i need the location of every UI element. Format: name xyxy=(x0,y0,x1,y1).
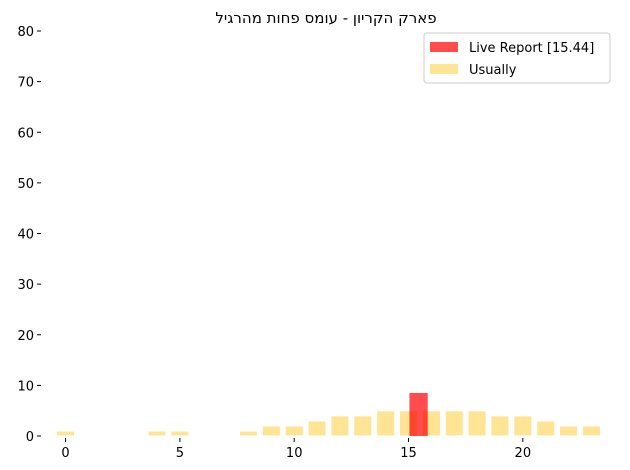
x-tick-label: 15 xyxy=(400,446,417,461)
legend-box xyxy=(423,32,611,84)
bar-usually xyxy=(55,430,76,437)
legend: Live Report [15.44] Usually xyxy=(423,32,611,84)
bar-usually xyxy=(490,415,510,437)
bar-usually xyxy=(261,425,282,437)
y-tick-label: 10 xyxy=(17,379,34,394)
bar-usually xyxy=(170,430,190,437)
bar-usually xyxy=(581,425,602,437)
x-axis: 0 5 10 15 20 xyxy=(61,438,531,461)
x-tick-label: 5 xyxy=(176,446,184,461)
bar-usually xyxy=(444,410,464,437)
x-tick-label: 10 xyxy=(286,446,303,461)
legend-swatch-live xyxy=(430,42,458,52)
bar-usually xyxy=(353,415,373,437)
legend-label-live: Live Report [15.44] xyxy=(469,41,594,56)
bar-usually xyxy=(467,410,487,437)
x-tick-label: 0 xyxy=(61,446,69,461)
bar-usually xyxy=(147,430,167,437)
y-axis: 0 10 20 30 40 50 60 70 80 xyxy=(17,25,41,445)
y-tick-label: 40 xyxy=(17,228,34,243)
legend-swatch-usually xyxy=(430,64,458,74)
y-tick-label: 70 xyxy=(17,76,34,91)
bar-usually xyxy=(307,420,327,437)
bar-usually xyxy=(513,415,533,437)
y-tick-label: 30 xyxy=(17,278,34,293)
bar-live-report xyxy=(409,392,428,436)
x-tick-label: 20 xyxy=(515,446,532,461)
y-tick-label: 50 xyxy=(17,177,34,192)
bar-usually xyxy=(535,420,556,437)
bar-usually xyxy=(330,415,350,437)
y-tick-label: 60 xyxy=(17,126,34,141)
bar-usually xyxy=(238,430,259,437)
chart-title: פארק הקריון - עומס פחות מהרגיל xyxy=(215,9,436,27)
legend-label-usually: Usually xyxy=(469,63,517,78)
bar-usually xyxy=(558,425,579,437)
bars xyxy=(55,392,602,437)
y-tick-label: 20 xyxy=(17,329,34,344)
bar-usually xyxy=(284,425,304,437)
y-tick-label: 0 xyxy=(26,430,34,445)
y-tick-label: 80 xyxy=(17,25,34,40)
bar-usually xyxy=(375,410,396,437)
